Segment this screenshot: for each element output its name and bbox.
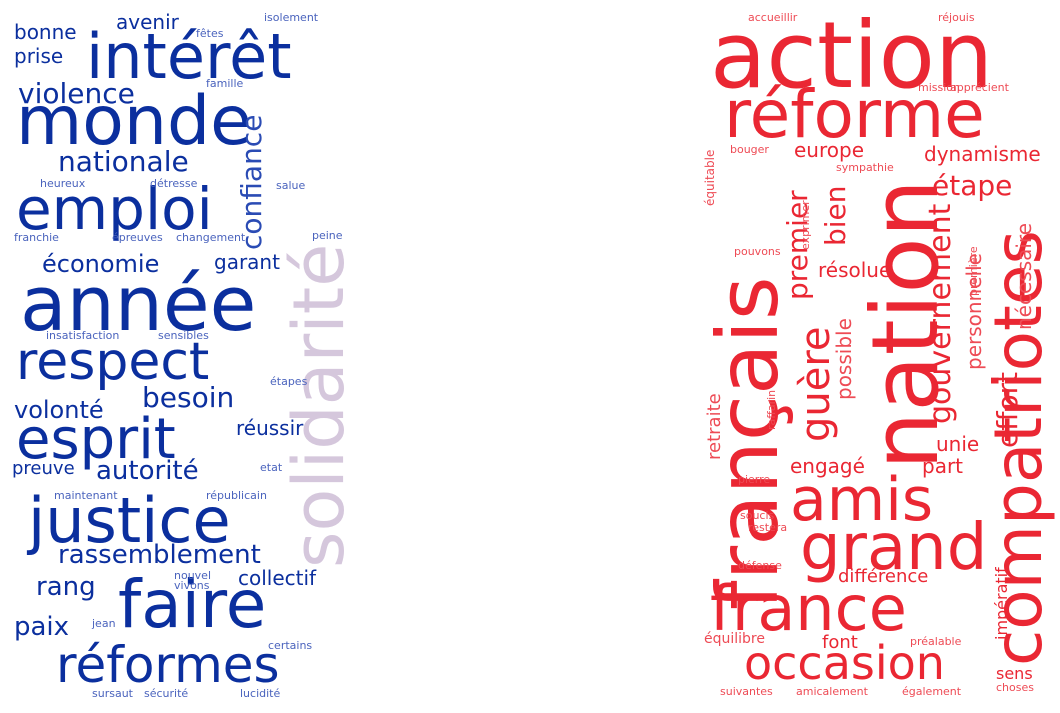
word-rejouis: réjouis xyxy=(938,11,975,24)
word-jean: jean xyxy=(92,617,116,630)
word-imperatif: impératif xyxy=(992,567,1011,640)
word-violence: violence xyxy=(18,77,135,110)
word-suivantes: suivantes xyxy=(720,685,773,698)
word-vivons: vivons xyxy=(174,579,210,592)
word-sympathie: sympathie xyxy=(836,161,894,174)
word-isolement: isolement xyxy=(264,11,319,24)
word-apprecient: apprécient xyxy=(950,81,1009,94)
word-prealable: préalable xyxy=(910,635,962,648)
word-engage: engagé xyxy=(790,454,865,478)
word-esprit: esprit xyxy=(16,407,176,472)
word-reussir: réussir xyxy=(236,416,304,440)
word-paix: paix xyxy=(14,612,70,642)
word-premiere: première xyxy=(967,246,980,296)
word-emploi: emploi xyxy=(16,175,213,243)
word-republicain: républicain xyxy=(206,489,267,502)
word-font: font xyxy=(822,632,858,653)
word-famille: famille xyxy=(206,77,244,90)
word-besoin: besoin xyxy=(142,381,235,414)
word-nationale: nationale xyxy=(58,145,189,178)
word-bouger: bouger xyxy=(730,143,769,156)
word-insatisfaction: insatisfaction xyxy=(46,329,120,342)
word-rassemblement: rassemblement xyxy=(58,540,261,570)
word-faire: faire xyxy=(118,566,267,643)
word-interet: intérêt xyxy=(86,20,292,93)
word-mission: mission xyxy=(918,81,960,94)
word-confiance: confiance xyxy=(235,114,268,250)
word-fetes: fêtes xyxy=(196,27,224,40)
word-equilibre: équilibre xyxy=(704,631,765,647)
word-volonte: volonté xyxy=(14,396,104,424)
word-cloud-left: intérêt monde emploi année respect espri… xyxy=(0,0,360,713)
word-autorite: autorité xyxy=(96,456,199,486)
word-franchie: franchie xyxy=(14,231,59,244)
word-action: action xyxy=(710,2,994,109)
word-justice: justice xyxy=(28,484,231,557)
word-nouvel: nouvel xyxy=(174,569,212,582)
word-part: part xyxy=(922,454,964,478)
word-detresse: détresse xyxy=(150,177,198,190)
word-egalement: également xyxy=(902,685,962,698)
word-occasion: occasion xyxy=(744,636,945,690)
word-possible: possible xyxy=(832,318,856,400)
word-restera: restera xyxy=(748,521,788,534)
word-peine: peine xyxy=(312,229,343,242)
word-avenir: avenir xyxy=(116,10,179,34)
word-garant: garant xyxy=(214,250,280,274)
word-dynamisme: dynamisme xyxy=(924,142,1041,166)
word-amis: amis xyxy=(790,465,934,535)
word-grand: grand xyxy=(800,511,988,585)
word-equitable: équitable xyxy=(703,149,717,206)
word-collectif: collectif xyxy=(238,566,317,590)
word-choses: choses xyxy=(996,681,1034,694)
word-etat: etat xyxy=(260,461,283,474)
word-defense: défense xyxy=(738,559,782,572)
word-prise: prise xyxy=(14,44,64,68)
word-raffarin: raffarin xyxy=(765,389,778,430)
word-sens: sens xyxy=(996,664,1033,683)
word-epreuves: épreuves xyxy=(112,231,163,244)
word-pierre: pierre xyxy=(738,473,771,486)
word-accueillir: accueillir xyxy=(748,11,798,24)
word-annee: année xyxy=(20,259,257,348)
word-guere: guère xyxy=(793,326,839,442)
word-exprimer: exprimer xyxy=(799,200,812,250)
word-unie: unie xyxy=(936,432,980,456)
word-solidarite: solidarité xyxy=(278,243,360,568)
word-gouvernement: gouvernement xyxy=(923,203,958,424)
word-lucidite: lucidité xyxy=(240,687,281,700)
word-effort: effort xyxy=(991,371,1024,448)
word-bien: bien xyxy=(819,185,852,246)
word-bonne: bonne xyxy=(14,20,77,44)
word-necessaire: nécessaire xyxy=(1012,222,1036,330)
word-rang: rang xyxy=(36,572,96,602)
word-securite: sécurité xyxy=(144,687,189,700)
word-france: france xyxy=(710,572,907,645)
word-etapes: étapes xyxy=(270,375,308,388)
word-preuve: preuve xyxy=(12,458,75,479)
word-certains: certains xyxy=(268,639,313,652)
word-etape: étape xyxy=(932,169,1013,202)
word-respect: respect xyxy=(16,332,210,392)
word-monde: monde xyxy=(16,82,252,161)
word-reformes: réformes xyxy=(56,636,280,694)
word-heureux: heureux xyxy=(40,177,86,190)
word-retraite: retraite xyxy=(704,393,725,460)
word-soucis: soucis xyxy=(740,509,775,522)
word-maintenant: maintenant xyxy=(54,489,118,502)
word-pouvons: pouvons xyxy=(734,245,781,258)
word-sursaut: sursaut xyxy=(92,687,133,700)
word-europe: europe xyxy=(794,138,864,162)
word-salue: salue xyxy=(276,179,306,192)
word-amicalement: amicalement xyxy=(796,685,868,698)
word-cloud-right: action réforme français nation compatrio… xyxy=(700,0,1060,713)
word-resolue: résolue xyxy=(818,258,892,282)
word-reforme: réforme xyxy=(724,76,985,153)
word-economie: économie xyxy=(42,250,160,278)
word-changement: changement xyxy=(176,231,246,244)
word-sensibles: sensibles xyxy=(158,329,209,342)
word-difference: différence xyxy=(838,566,929,587)
